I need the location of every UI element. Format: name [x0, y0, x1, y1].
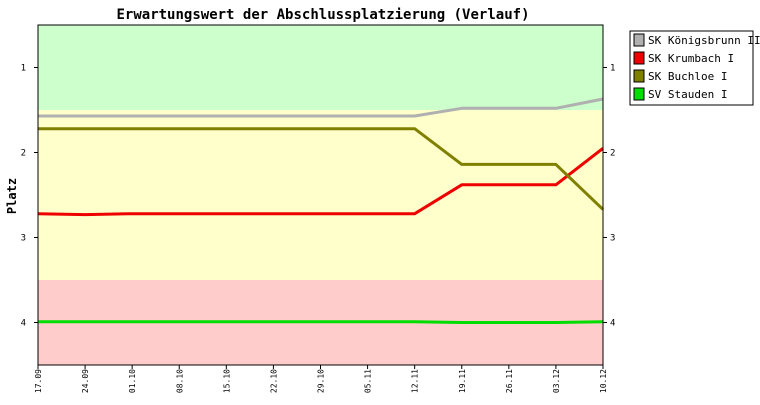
y-tick-label-left: 2 [21, 149, 26, 159]
legend-entry: SV Stauden I [648, 88, 727, 101]
chart-title: Erwartungswert der Abschlussplatzierung … [116, 7, 529, 23]
band-1 [38, 110, 603, 280]
x-tick-label: 15.10 [222, 369, 231, 393]
legend-box [629, 30, 754, 106]
band-0 [38, 25, 603, 110]
legend-swatch [633, 51, 645, 65]
series-lines [37, 97, 605, 324]
y-tick-label-left: 1 [21, 64, 26, 74]
y-tick-label-right: 1 [610, 64, 615, 74]
y-tick-label-left: 3 [21, 234, 26, 244]
legend-entry: SK Königsbrunn II [648, 34, 760, 47]
x-tick-label: 05.11 [364, 369, 373, 393]
x-tick-label: 22.10 [269, 369, 278, 393]
y-tick-label-right: 2 [610, 149, 615, 159]
series-line-1 [37, 147, 604, 217]
y-tick-label-right: 4 [610, 319, 615, 329]
y-axis-label: Platz [5, 178, 19, 214]
x-tick-label: 08.10 [175, 369, 184, 393]
legend-swatch [633, 69, 645, 83]
x-tick-label: 03.12 [552, 369, 561, 393]
x-tick-label: 10.12 [599, 369, 608, 393]
x-tick-label: 24.09 [81, 369, 90, 393]
legend-entry: SK Krumbach I [648, 52, 734, 65]
legend: SK Königsbrunn II SK Krumbach I SK Buchloe… [629, 30, 760, 106]
plot-frame [37, 24, 604, 366]
x-tick-label: 19.11 [458, 369, 467, 393]
x-tick-label: 12.11 [411, 369, 420, 393]
y-tick-label-left: 4 [21, 319, 26, 329]
legend-swatch [633, 33, 645, 47]
x-tick-label: 01.10 [128, 369, 137, 393]
legend-entry: SK Buchloe I [648, 70, 727, 83]
axis-ticks: 1 1 2 2 3 3 4 4 17.09 24.09 01.10 08.10 15.10 22.10 29… [21, 64, 616, 394]
x-tick-label: 29.10 [317, 369, 326, 393]
x-tick-label: 17.09 [34, 369, 43, 393]
y-tick-label-right: 3 [610, 234, 615, 244]
x-tick-label: 26.11 [505, 369, 514, 393]
series-line-2 [38, 127, 605, 211]
background-bands [38, 25, 603, 365]
series-line-0 [38, 97, 604, 118]
legend-swatch [633, 87, 645, 101]
series-line-3 [38, 320, 604, 324]
